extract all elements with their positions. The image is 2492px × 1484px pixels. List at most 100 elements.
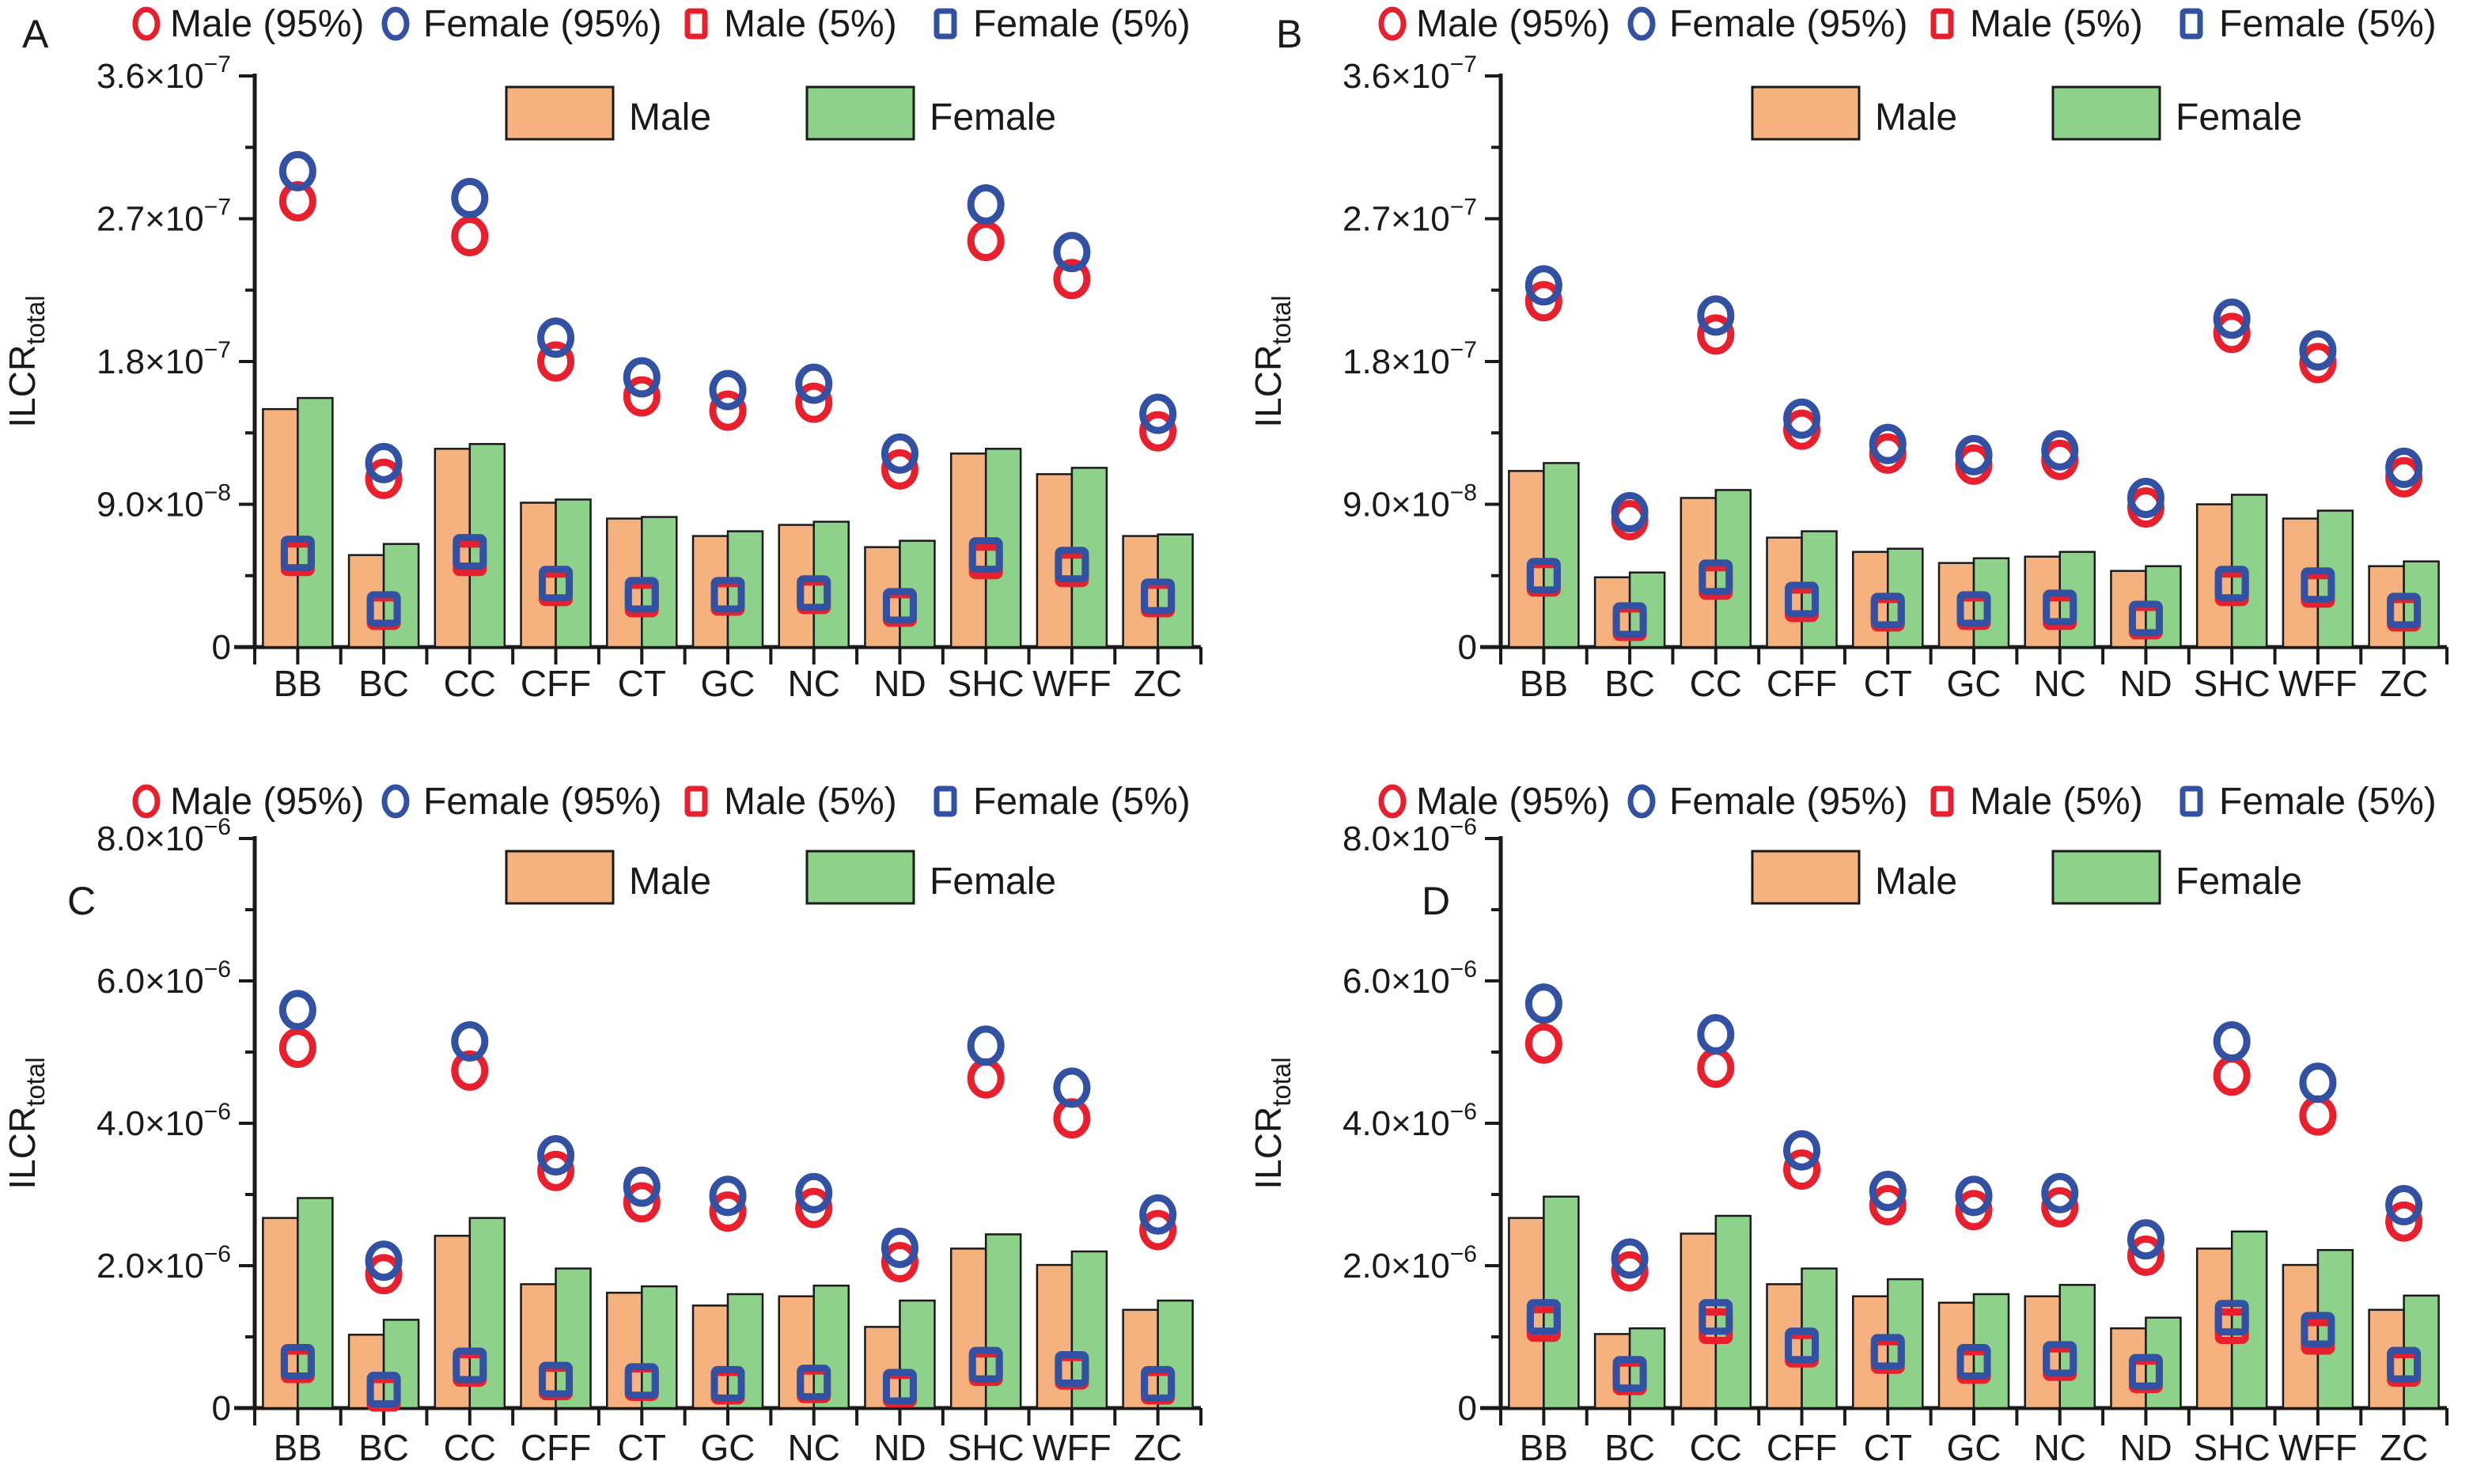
legend-label-male-5: Male (5%) <box>1970 781 2143 823</box>
x-category-label-shc: SHC <box>948 1427 1024 1468</box>
marker-male-95-gc <box>709 390 747 431</box>
marker-female-5-cff <box>1785 581 1820 618</box>
marker-female-5-bc <box>1612 602 1647 638</box>
series-male <box>262 1217 1159 1410</box>
bar-legend-label-female: Female <box>930 97 1056 138</box>
x-category-label-bc: BC <box>358 663 409 704</box>
bar-male-nc <box>2024 555 2061 649</box>
marker-female-5-cc <box>453 1347 487 1384</box>
legend-label-female-5: Female (5%) <box>2219 781 2437 823</box>
marker-female-5-zc <box>1141 1365 1176 1402</box>
marker-female-5-bc <box>366 591 401 627</box>
panel-letter: D <box>1422 879 1450 923</box>
marker-female-95-wff <box>2299 1062 2337 1104</box>
x-category-label-ct: CT <box>618 663 666 704</box>
bar-female-ct <box>641 1285 678 1410</box>
bar-female-zc <box>1157 1299 1194 1410</box>
bar-male-bb <box>262 407 299 649</box>
y-axis-title: ILCRtotal <box>2 295 50 427</box>
marker-male-95-nc <box>795 1187 833 1228</box>
x-category-label-bb: BB <box>1520 663 1568 704</box>
panel-letter: A <box>22 12 49 56</box>
marker-female-5-bb <box>1526 558 1561 594</box>
y-tick-label: 0 <box>212 1389 231 1428</box>
bar-male-shc <box>2195 1247 2233 1410</box>
marker-female-5-wff <box>1055 1351 1089 1387</box>
y-axis-title: ILCRtotal <box>1248 1057 1296 1189</box>
marker-female-5-nd <box>882 1369 917 1405</box>
marker-female-5-zc <box>2387 1346 2422 1383</box>
marker-female-95-ct <box>1869 1171 1907 1211</box>
x-category-label-nd: ND <box>873 663 926 704</box>
legend-male-95-circle-icon <box>1378 784 1407 819</box>
bar-legend-male-swatch <box>1751 850 1861 905</box>
marker-female-95-nc <box>2041 430 2079 471</box>
marker-female-95-ct <box>623 1166 661 1207</box>
marker-male-95-nc <box>795 382 833 423</box>
bar-legend-female-swatch <box>805 850 915 905</box>
x-category-label-ct: CT <box>1864 1427 1912 1468</box>
marker-female-5-bc <box>1612 1356 1647 1392</box>
bar-female-nd <box>899 1299 936 1410</box>
legend-label-female-95: Female (95%) <box>423 781 661 823</box>
marker-female-95-zc <box>2385 1185 2423 1225</box>
panel-d-chart: 0 2.0×10−6 4.0×10−6 6.0×10−6 8.0×10−6 BB BC CC C… <box>1248 781 2448 1468</box>
marker-female-95-bc <box>365 442 403 483</box>
x-category-label-cff: CFF <box>521 663 591 704</box>
marker-female-95-bb <box>1524 265 1562 306</box>
y-tick-label: 1.8×10−7 <box>97 337 231 381</box>
marker-female-5-gc <box>710 1365 745 1402</box>
legend-label-male-95: Male (95%) <box>1416 3 1610 45</box>
marker-female-5-wff <box>2301 1312 2335 1348</box>
series-male-95 <box>1524 1023 2423 1292</box>
bar-male-gc <box>691 535 729 649</box>
bar-male-gc <box>1937 562 1975 649</box>
legend-label-male-5: Male (5%) <box>724 781 897 823</box>
bar-legend-label-female: Female <box>2176 861 2302 903</box>
bar-male-wff <box>1036 473 1074 649</box>
marker-female-5-gc <box>1956 1344 1991 1380</box>
marker-female-95-nd <box>2127 1219 2164 1260</box>
x-category-label-zc: ZC <box>1134 663 1182 704</box>
legend-female-95-circle-icon <box>1627 6 1656 41</box>
x-category-label-bc: BC <box>1604 663 1655 704</box>
bar-male-cff <box>1766 1283 1803 1410</box>
marker-female-5-cff <box>539 566 574 602</box>
marker-female-95-shc <box>2213 298 2251 339</box>
bar-legend-female-swatch <box>2051 850 2161 905</box>
marker-female-5-ct <box>1870 592 1905 629</box>
x-category-label-cff: CFF <box>1767 663 1837 704</box>
legend-label-male-95: Male (95%) <box>170 781 364 823</box>
marker-female-95-cff <box>1783 1130 1821 1171</box>
x-category-label-wff: WFF <box>2278 663 2358 704</box>
legend-male-95-circle-icon <box>132 784 161 819</box>
marker-female-95-nd <box>881 433 918 474</box>
marker-male-95-nd <box>881 1242 918 1282</box>
x-category-label-shc: SHC <box>948 663 1024 704</box>
marker-female-95-gc <box>709 369 747 411</box>
legend-label-female-95: Female (95%) <box>423 3 661 45</box>
bar-male-zc <box>1122 1308 1159 1410</box>
x-category-label-cff: CFF <box>521 1427 591 1468</box>
y-tick-label: 6.0×10−6 <box>97 956 231 1001</box>
y-axis-title: ILCRtotal <box>1248 295 1296 427</box>
y-tick-label: 1.8×10−7 <box>1343 337 1477 381</box>
legend-label-female-95: Female (95%) <box>1669 781 1907 823</box>
marker-female-95-cff <box>537 1135 575 1175</box>
x-category-label-bc: BC <box>1604 1427 1655 1468</box>
marker-female-95-cff <box>537 317 575 358</box>
y-tick-label: 2.0×10−6 <box>97 1241 231 1285</box>
x-category-label-bb: BB <box>274 663 322 704</box>
bar-female-zc <box>1157 533 1194 649</box>
marker-male-95-wff <box>2299 1095 2337 1136</box>
marker-female-95-bc <box>1611 1238 1649 1279</box>
marker-male-95-ct <box>623 376 661 417</box>
legend-male-5-square-icon <box>1930 8 1954 40</box>
legend-female-5-square-icon <box>934 786 957 817</box>
bar-male-cc <box>434 448 472 649</box>
marker-female-5-shc <box>2214 1300 2249 1336</box>
panel-letter: B <box>1276 12 1302 56</box>
series-female-95 <box>278 150 1177 483</box>
marker-female-95-nc <box>795 1172 833 1213</box>
marker-female-5-cff <box>539 1361 574 1398</box>
